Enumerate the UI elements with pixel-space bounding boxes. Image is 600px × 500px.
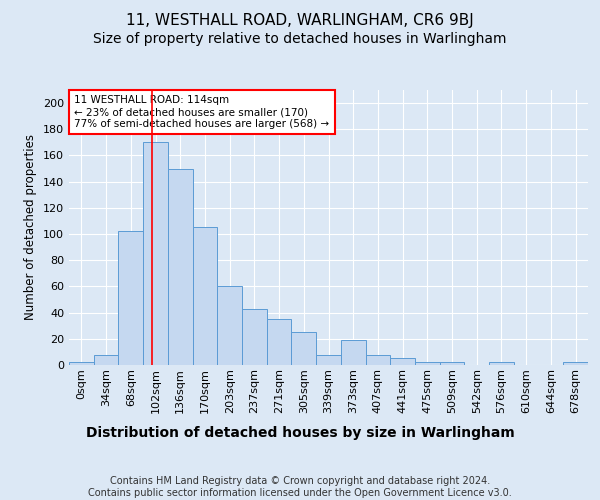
Bar [143, 142, 168, 365]
Bar [489, 362, 514, 365]
Bar [69, 362, 94, 365]
Bar [267, 319, 292, 365]
Bar [94, 354, 118, 365]
Bar [242, 308, 267, 365]
Bar [292, 332, 316, 365]
Text: Contains HM Land Registry data © Crown copyright and database right 2024.
Contai: Contains HM Land Registry data © Crown c… [88, 476, 512, 498]
Bar [415, 362, 440, 365]
Bar [365, 354, 390, 365]
Bar [341, 340, 365, 365]
Bar [563, 362, 588, 365]
Text: Distribution of detached houses by size in Warlingham: Distribution of detached houses by size … [86, 426, 514, 440]
Bar [390, 358, 415, 365]
Text: 11, WESTHALL ROAD, WARLINGHAM, CR6 9BJ: 11, WESTHALL ROAD, WARLINGHAM, CR6 9BJ [126, 12, 474, 28]
Bar [118, 232, 143, 365]
Y-axis label: Number of detached properties: Number of detached properties [25, 134, 37, 320]
Bar [440, 362, 464, 365]
Text: Size of property relative to detached houses in Warlingham: Size of property relative to detached ho… [93, 32, 507, 46]
Text: 11 WESTHALL ROAD: 114sqm
← 23% of detached houses are smaller (170)
77% of semi-: 11 WESTHALL ROAD: 114sqm ← 23% of detach… [74, 96, 329, 128]
Bar [168, 168, 193, 365]
Bar [217, 286, 242, 365]
Bar [316, 354, 341, 365]
Bar [193, 228, 217, 365]
